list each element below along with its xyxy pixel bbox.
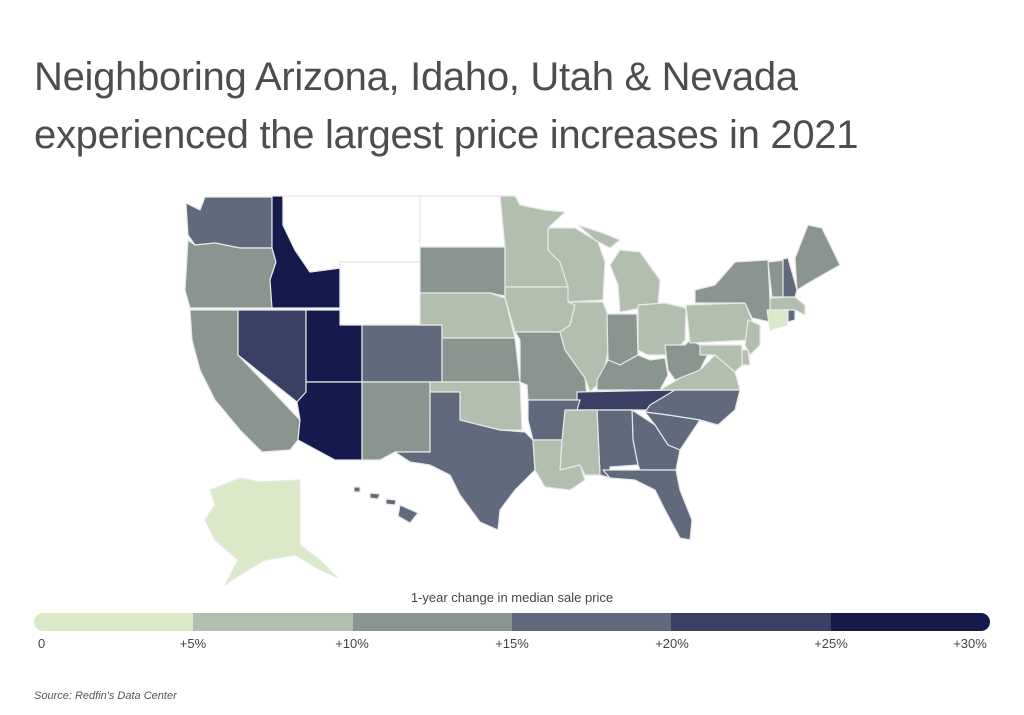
state-ia [504, 286, 576, 333]
state-or [184, 239, 277, 309]
state-az [296, 381, 363, 461]
state-hi [385, 498, 397, 506]
state-mi [577, 224, 621, 249]
state-hi [369, 492, 381, 500]
state-sd [419, 246, 506, 297]
legend-swatch-5 [830, 613, 990, 631]
state-de [741, 349, 751, 366]
state-pa [685, 302, 753, 344]
legend-tick: +20% [655, 636, 689, 651]
state-co [361, 324, 443, 383]
legend-swatch-4 [671, 613, 831, 631]
source-note: Source: Redfin's Data Center [34, 690, 177, 702]
legend-tick: +30% [953, 636, 987, 651]
legend-swatch-3 [511, 613, 672, 631]
legend-tick: +10% [335, 636, 369, 651]
state-mi [609, 249, 661, 313]
state-me [794, 224, 841, 291]
state-al [596, 409, 639, 479]
state-md [699, 344, 743, 373]
legend-swatch-1 [193, 613, 353, 631]
state-mt [282, 195, 421, 273]
legend-swatch-2 [352, 613, 512, 631]
state-fl [602, 469, 693, 541]
chart-title: Neighboring Arizona, Idaho, Utah & Nevad… [34, 55, 859, 157]
state-wa [185, 196, 273, 249]
state-tx [394, 391, 536, 531]
state-il [559, 301, 609, 393]
legend-tick: +15% [495, 636, 529, 651]
color-legend-bar [34, 613, 990, 631]
state-la [532, 439, 586, 491]
legend-tick: +25% [814, 636, 848, 651]
legend-tick: +5% [179, 636, 207, 651]
legend-title: 1-year change in median sale price [410, 590, 614, 605]
state-ar [527, 399, 581, 441]
state-ky [596, 354, 669, 391]
state-nm [361, 381, 431, 461]
state-nd [419, 195, 506, 248]
state-hi [397, 504, 419, 524]
state-nj [744, 319, 761, 356]
state-hi [353, 486, 361, 493]
state-ks [441, 337, 521, 383]
legend-tick: 0 [38, 636, 46, 651]
state-ct [766, 309, 788, 331]
state-wy [339, 261, 421, 326]
state-wi [547, 227, 606, 303]
state-ak [204, 477, 339, 586]
state-nh [782, 257, 798, 298]
legend-swatch-0 [34, 613, 194, 631]
state-ri [787, 309, 796, 323]
